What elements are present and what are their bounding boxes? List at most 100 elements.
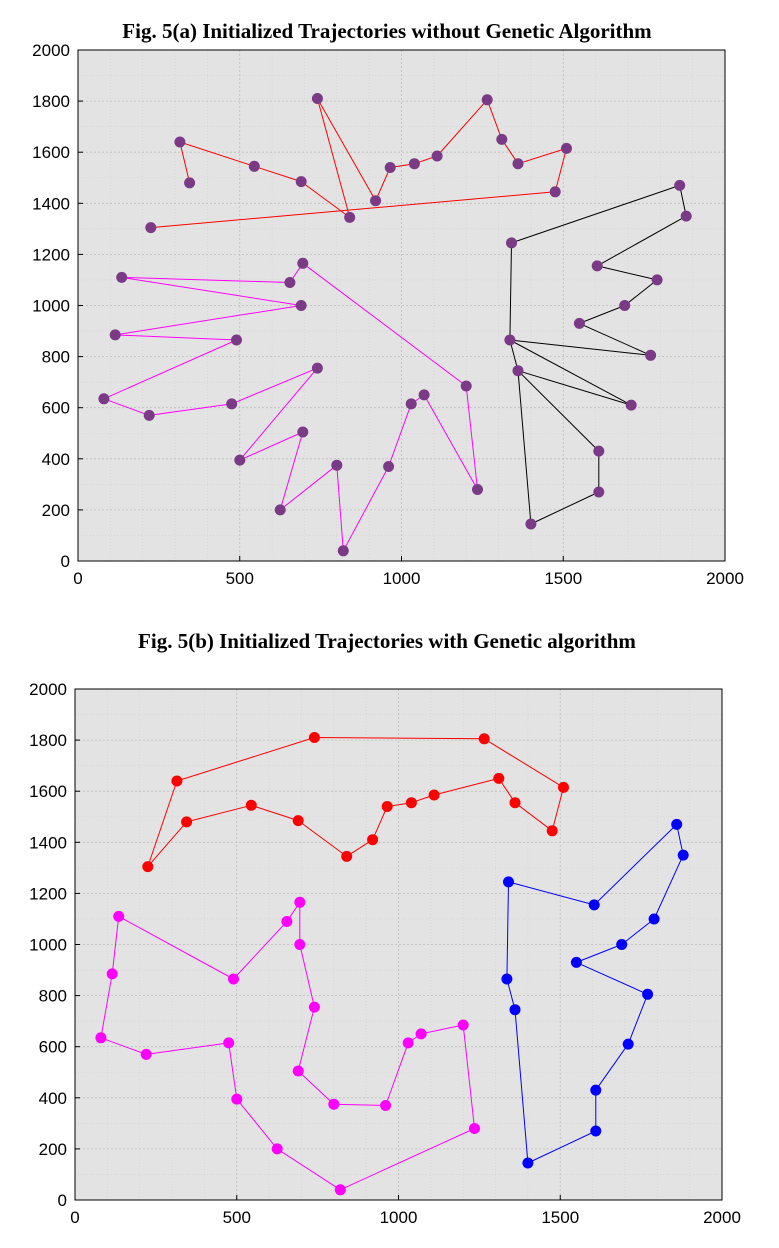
data-point xyxy=(415,1028,427,1040)
data-point xyxy=(460,380,472,392)
data-point xyxy=(573,317,585,329)
x-tick-label: 0 xyxy=(73,569,82,588)
y-tick-label: 200 xyxy=(39,1140,67,1159)
data-point xyxy=(106,968,118,980)
data-point xyxy=(145,222,157,234)
data-point xyxy=(370,195,382,207)
data-point xyxy=(344,211,356,223)
data-point xyxy=(625,399,637,411)
data-point xyxy=(109,329,121,341)
data-point xyxy=(457,1019,469,1031)
data-point xyxy=(522,1157,534,1169)
x-tick-label: 1500 xyxy=(544,569,582,588)
data-point xyxy=(525,518,537,530)
data-point xyxy=(496,133,508,145)
data-point xyxy=(405,398,417,410)
data-point xyxy=(512,365,524,377)
data-point xyxy=(381,801,393,812)
data-point xyxy=(561,142,572,154)
data-point xyxy=(297,257,309,269)
data-point xyxy=(308,732,320,743)
y-tick-label: 400 xyxy=(39,1089,67,1108)
y-tick-label: 600 xyxy=(42,399,70,418)
data-point xyxy=(680,210,692,222)
data-point xyxy=(512,158,524,170)
data-point xyxy=(311,93,323,104)
data-point xyxy=(248,160,260,172)
data-point xyxy=(558,781,569,793)
data-point xyxy=(642,988,654,1000)
chart-title: Fig. 5(b) Initialized Trajectories with … xyxy=(138,629,636,653)
data-point xyxy=(284,277,296,288)
y-tick-label: 200 xyxy=(42,501,70,520)
data-point xyxy=(292,1065,304,1077)
data-point xyxy=(674,179,686,191)
data-point xyxy=(619,300,631,311)
data-point xyxy=(223,1037,235,1049)
data-point xyxy=(367,834,379,846)
x-tick-label: 2000 xyxy=(706,569,744,588)
data-point xyxy=(651,274,663,286)
y-tick-label: 1200 xyxy=(32,245,70,264)
x-tick-label: 1000 xyxy=(383,569,421,588)
data-point xyxy=(469,1123,480,1134)
data-point xyxy=(143,409,155,421)
y-tick-label: 1800 xyxy=(32,92,70,111)
y-tick-label: 800 xyxy=(39,987,67,1006)
data-point xyxy=(591,260,603,272)
data-point xyxy=(226,398,238,410)
data-point xyxy=(570,956,582,968)
y-tick-label: 2000 xyxy=(32,41,70,60)
data-point xyxy=(616,939,628,950)
data-point xyxy=(116,271,128,283)
x-tick-label: 1500 xyxy=(541,1208,579,1227)
data-point xyxy=(295,176,307,188)
data-point xyxy=(331,459,343,471)
y-tick-label: 800 xyxy=(42,348,70,367)
y-tick-label: 1000 xyxy=(32,297,70,316)
data-point xyxy=(671,818,683,830)
data-point xyxy=(341,850,353,862)
chart-fig-5a: Fig. 5(a) Initialized Trajectories witho… xyxy=(32,19,744,588)
data-point xyxy=(431,150,443,162)
data-point xyxy=(418,389,430,401)
data-point xyxy=(174,136,186,148)
data-point xyxy=(384,162,396,173)
data-point xyxy=(402,1037,414,1049)
data-point xyxy=(503,876,514,888)
data-point xyxy=(98,393,110,405)
y-tick-label: 0 xyxy=(58,1191,67,1210)
y-tick-label: 1600 xyxy=(32,143,70,162)
data-point xyxy=(234,454,246,466)
data-point xyxy=(231,1093,243,1105)
data-point xyxy=(509,1004,521,1016)
chart-fig-5b: Fig. 5(b) Initialized Trajectories with … xyxy=(29,629,741,1227)
y-tick-label: 1400 xyxy=(32,194,70,213)
data-point xyxy=(677,849,689,861)
data-point xyxy=(593,445,605,457)
data-point xyxy=(294,896,306,908)
x-tick-label: 1000 xyxy=(380,1208,418,1227)
y-tick-label: 1400 xyxy=(29,833,67,852)
y-tick-label: 1000 xyxy=(29,936,67,955)
data-point xyxy=(504,334,516,346)
data-point xyxy=(383,461,395,472)
data-point xyxy=(274,504,286,516)
data-point xyxy=(590,1084,602,1096)
chart-title: Fig. 5(a) Initialized Trajectories witho… xyxy=(122,19,652,43)
data-point xyxy=(506,237,517,249)
data-point xyxy=(588,899,600,911)
data-point xyxy=(493,772,505,784)
data-point xyxy=(408,158,420,170)
data-point xyxy=(184,177,196,189)
x-tick-label: 0 xyxy=(70,1208,79,1227)
data-point xyxy=(328,1098,340,1110)
data-point xyxy=(648,913,660,925)
data-point xyxy=(478,733,490,745)
data-point xyxy=(481,94,493,106)
data-point xyxy=(428,789,440,801)
data-point xyxy=(509,797,521,809)
data-point xyxy=(311,362,323,374)
x-tick-label: 500 xyxy=(223,1208,251,1227)
